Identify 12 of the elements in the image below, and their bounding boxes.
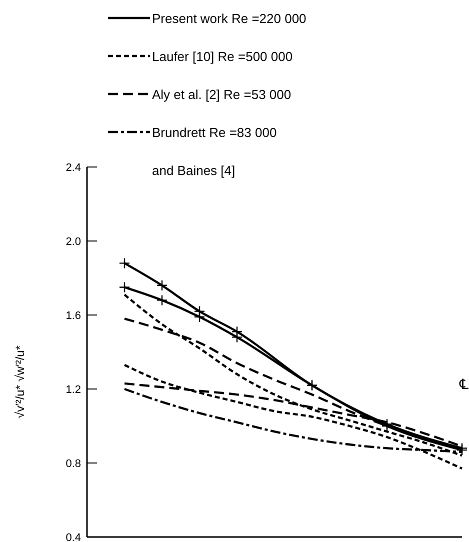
y-axis-title: √v′²/u* √w′²/u* bbox=[13, 345, 27, 419]
legend-label: Aly et al. [2] Re =53 000 bbox=[152, 87, 292, 102]
legend-label: Laufer [10] Re =500 000 bbox=[152, 49, 293, 64]
y-tick-label: 2.4 bbox=[66, 162, 81, 174]
legend-label: Present work Re =220 000 bbox=[152, 11, 306, 26]
annotation: ℄ bbox=[458, 376, 468, 392]
text: Brundrett Re =83 000 and Baines [4] bbox=[152, 125, 277, 178]
y-tick-label: 0.8 bbox=[66, 458, 81, 470]
y-tick-label: 1.6 bbox=[66, 310, 81, 322]
y-tick-label: 0.4 bbox=[66, 532, 81, 542]
y-tick-label: 1.2 bbox=[66, 384, 81, 396]
y-tick-label: 2.0 bbox=[66, 236, 81, 248]
